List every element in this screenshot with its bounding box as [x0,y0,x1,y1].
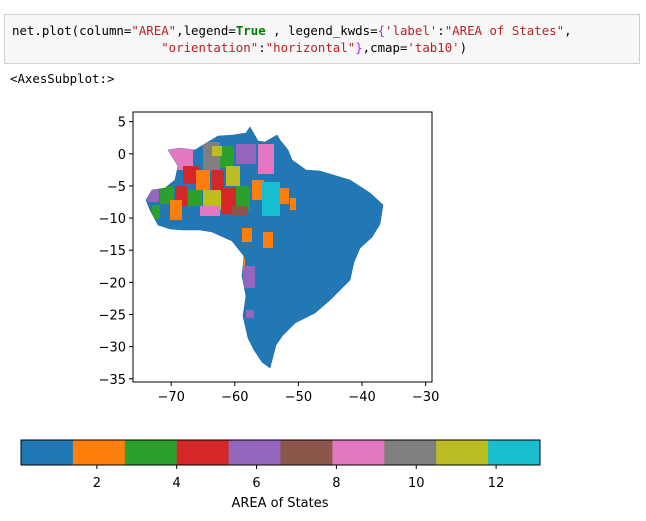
colorbar [20,439,541,466]
region-patch [160,186,174,204]
region-patch [246,310,254,318]
x-tick-label: −30 [412,390,439,405]
colorbar-tick-label: 8 [332,476,340,491]
colorbar-segment [21,440,74,465]
x-tick-label: −40 [348,390,375,405]
y-tick-label: −10 [99,212,126,227]
y-tick-label: −15 [99,244,126,259]
x-tick-label: −60 [221,390,248,405]
colorbar-tick-label: 12 [488,476,505,491]
colorbar-tick-label: 2 [93,476,101,491]
colorbar-segment [332,440,385,465]
region-patch [236,144,256,164]
y-tick-label: −25 [99,309,126,324]
x-axis: −70 −60 −50 −40 −30 [157,382,439,405]
colorbar-segment [436,440,489,465]
region-patch [188,190,202,206]
y-tick-label: −30 [99,341,126,356]
y-tick-label: 5 [118,116,126,131]
region-patch [236,186,250,210]
region-patch [196,170,210,190]
region-patch [212,146,222,156]
region-patch [258,144,274,174]
region-patch [152,205,160,219]
region-patch [226,166,240,186]
map-regions [147,142,296,318]
region-patch [203,190,221,210]
region-patch [280,188,289,204]
colorbar-segment [384,440,437,465]
x-tick-label: −50 [285,390,312,405]
colorbar-label: AREA of States [231,496,328,511]
region-patch [170,200,182,220]
y-tick-label: −5 [107,180,126,195]
code-text: net.plot(column="AREA",legend=True , leg… [12,23,572,55]
colorbar-tick-label: 6 [252,476,260,491]
colorbar-segment [280,440,333,465]
colorbar-segment [124,440,178,465]
region-patch [183,166,199,184]
colorbar-segment [176,440,230,465]
region-patch [252,180,264,200]
region-patch [290,198,296,210]
y-tick-label: −35 [99,373,126,388]
colorbar-frame [20,439,541,466]
colorbar-segment [488,440,541,465]
region-patch [262,182,280,216]
colorbar-segment [228,440,281,465]
region-patch [242,228,252,242]
y-tick-label: −20 [99,276,126,291]
colorbar-ticks: 2 4 6 8 10 12 [93,465,505,491]
colorbar-segment [72,440,126,465]
y-axis: 5 0 −5 −10 −15 −20 −25 −30 −35 [99,116,133,388]
colorbar-tick-label: 10 [408,476,425,491]
region-patch [263,232,273,248]
region-patch [212,170,224,192]
output-repr: <AxesSubplot:> [10,71,115,86]
code-cell[interactable]: net.plot(column="AREA",legend=True , leg… [4,14,640,64]
region-patch [243,266,255,288]
x-tick-label: −70 [157,390,184,405]
region-patch [232,206,248,216]
region-patch [200,206,220,216]
brazil-map [145,126,384,369]
region-patch [220,146,234,168]
y-tick-label: 0 [118,148,126,163]
colorbar-tick-label: 4 [173,476,181,491]
